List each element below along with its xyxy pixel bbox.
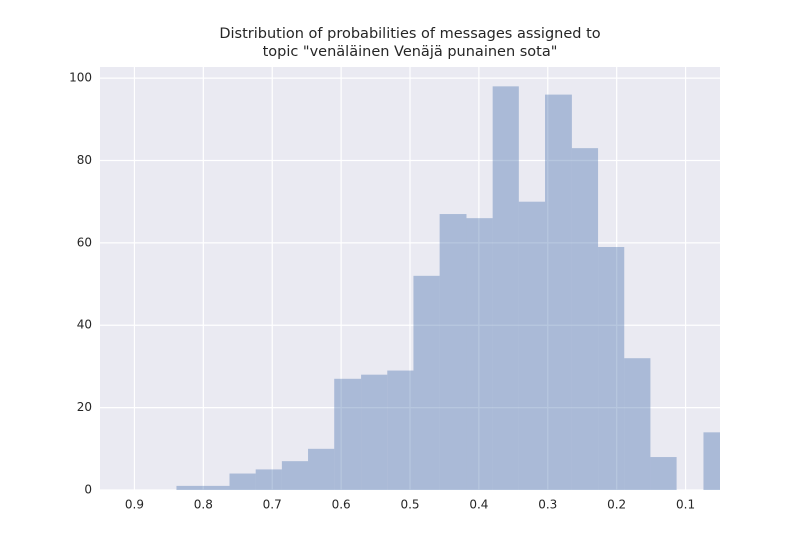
bar (229, 473, 256, 490)
y-tick-label: 0 (84, 483, 92, 497)
chart-title: Distribution of probabilities of message… (219, 26, 600, 42)
bar (281, 461, 309, 490)
bar (334, 378, 362, 490)
chart-title: topic "venäläinen Venäjä punainen sota" (263, 44, 558, 60)
bar (624, 358, 651, 490)
bar (545, 94, 572, 490)
x-tick-label: 0.1 (676, 498, 695, 512)
bar (492, 86, 519, 490)
x-tick-label: 0.5 (400, 498, 419, 512)
x-tick-label: 0.2 (607, 498, 626, 512)
y-tick-label: 40 (77, 318, 92, 332)
bar (176, 485, 203, 490)
bar (308, 448, 335, 490)
y-tick-label: 80 (77, 153, 92, 167)
x-tick-label: 0.4 (469, 498, 488, 512)
bar (466, 218, 493, 490)
bar (598, 246, 625, 490)
bar (518, 201, 546, 490)
x-tick-label: 0.3 (538, 498, 557, 512)
bar (202, 485, 230, 490)
bar (361, 374, 388, 490)
bar (571, 148, 599, 490)
bar (703, 432, 720, 490)
y-tick-label: 60 (77, 235, 92, 249)
bar (650, 457, 677, 490)
bar (387, 370, 414, 490)
x-tick-label: 0.7 (263, 498, 282, 512)
y-tick-label: 20 (77, 400, 92, 414)
x-tick-label: 0.9 (125, 498, 144, 512)
x-tick-label: 0.6 (332, 498, 351, 512)
bar (439, 214, 467, 490)
x-tick-label: 0.8 (194, 498, 213, 512)
bar (255, 469, 282, 490)
bar (413, 275, 440, 490)
y-tick-label: 100 (69, 71, 92, 85)
